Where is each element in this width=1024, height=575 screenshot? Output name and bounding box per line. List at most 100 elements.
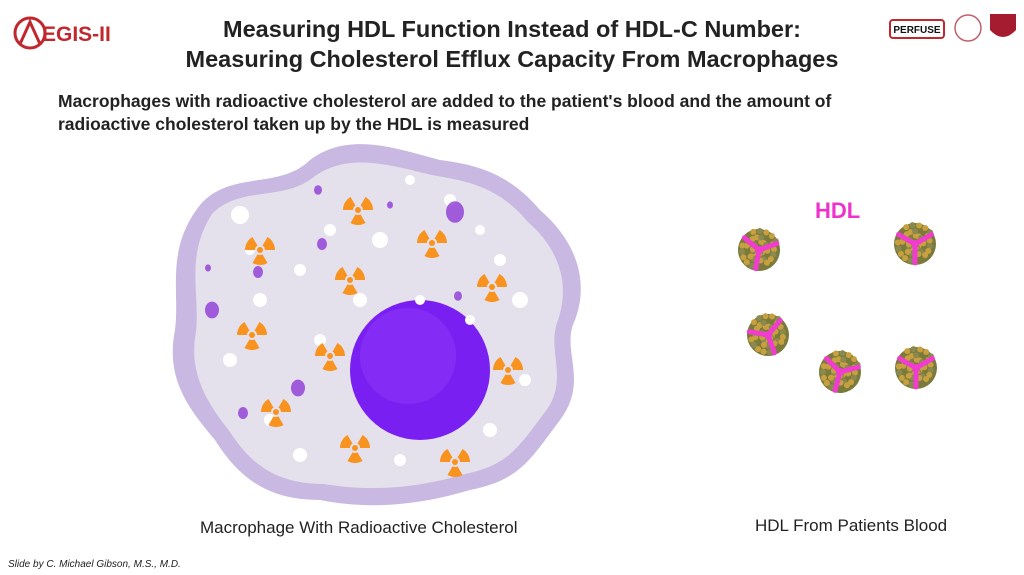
radiation-symbol (261, 399, 291, 428)
radiation-blade (350, 214, 366, 225)
radiation-core (352, 445, 358, 451)
lipid-bead (926, 242, 933, 249)
radiation-symbol (440, 449, 470, 477)
lipid-bead (828, 374, 835, 381)
lipid-bead (779, 333, 786, 340)
radiation-blade (360, 197, 373, 210)
lipid-bead (902, 255, 909, 262)
lipid-bead (760, 319, 767, 326)
radioactive-cholesterol (237, 197, 523, 477)
lipid-bead (904, 248, 911, 255)
droplet (235, 475, 245, 485)
droplet (415, 295, 425, 305)
lipid-bead (747, 253, 754, 260)
lipid-bead (909, 222, 916, 229)
macrophage (172, 144, 581, 506)
lipid-bead (819, 368, 826, 375)
lipid-bead (896, 369, 903, 376)
radiation-blade (447, 466, 463, 477)
lipid-bead (758, 234, 765, 241)
radiation-symbol (245, 237, 275, 265)
radiation-blade (335, 267, 348, 280)
radiation-symbol (493, 357, 523, 385)
lipid-bead (756, 228, 763, 235)
apoa1-center (912, 364, 920, 372)
radiation-symbol (340, 435, 371, 463)
radiation-core (489, 284, 495, 290)
lipid-bead (839, 350, 846, 357)
credit: Slide by C. Michael Gibson, M.S., M.D. (8, 559, 181, 570)
radiation-blade (254, 322, 267, 335)
lipid-bead (823, 380, 830, 387)
droplet (353, 293, 367, 307)
droplet (372, 232, 388, 248)
lipid-bead (768, 232, 775, 239)
radiation-blade (315, 343, 328, 356)
radiation-core (429, 240, 435, 246)
droplet (519, 374, 531, 386)
radiation-blade (268, 416, 284, 428)
lipid-bead (769, 313, 776, 320)
radiation-core (347, 277, 353, 283)
lipid-droplets (205, 175, 531, 485)
radiation-blade (347, 452, 363, 463)
radiation-blade (500, 374, 516, 385)
aegis-logo: EGIS-II (13, 16, 111, 50)
lipid-bead (913, 352, 919, 359)
purple-droplet (205, 264, 211, 272)
droplet (223, 353, 237, 367)
apoa1-center (836, 368, 844, 376)
radiation-blade (252, 254, 268, 265)
apoa1-center (911, 240, 919, 248)
lipid-bead (908, 381, 915, 388)
radiation-blade (434, 230, 447, 243)
hdl-particle (894, 222, 936, 266)
lipid-bead (843, 382, 850, 389)
lipid-bead (850, 374, 857, 381)
radiation-blade (357, 435, 371, 448)
lipid-bead (740, 254, 747, 261)
lipid-bead (912, 228, 918, 235)
droplet (294, 264, 306, 276)
droplet (494, 254, 506, 266)
lipid-bead (766, 349, 773, 356)
lipid-bead (832, 350, 839, 357)
radiation-symbol (335, 267, 365, 295)
lipid-bead (755, 346, 762, 353)
radiation-blade (424, 247, 440, 259)
macrophage-caption: Macrophage With Radioactive Cholesterol (200, 518, 518, 537)
radiation-blade (494, 274, 507, 287)
purple-droplet (253, 266, 263, 278)
badges: PERFUSE (889, 14, 1016, 42)
title-line: Measuring Cholesterol Efflux Capacity Fr… (185, 46, 839, 72)
title-line: Measuring HDL Function Instead of HDL-C … (223, 16, 801, 42)
lipid-bead (848, 379, 855, 386)
radiation-blade (244, 339, 260, 351)
lipid-bead (738, 248, 745, 255)
radiation-blade (343, 197, 356, 210)
hdl-particle (895, 346, 937, 390)
radiation-core (355, 207, 361, 213)
purple-droplet (314, 185, 322, 195)
droplet (394, 454, 406, 466)
lipid-bead (753, 234, 760, 241)
radiation-blade (440, 449, 453, 462)
lipid-bead (778, 338, 785, 345)
radiation-symbol (477, 274, 507, 303)
purple-droplet (238, 407, 248, 419)
radiation-core (452, 459, 458, 465)
hdl-particle (738, 228, 780, 272)
hdl-label: HDL (815, 198, 861, 223)
lipid-bead (916, 222, 923, 229)
subtitle-line: Macrophages with radioactive cholesterol… (58, 91, 832, 111)
hdl-particle (819, 350, 861, 393)
lipid-bead (895, 363, 902, 370)
droplet (512, 292, 528, 308)
subtitle-line: radioactive cholesterol taken up by the … (58, 114, 530, 134)
lipid-bead (851, 356, 858, 363)
radiation-core (249, 332, 255, 338)
apoa1-center (764, 331, 772, 339)
lipid-bead (897, 250, 904, 257)
